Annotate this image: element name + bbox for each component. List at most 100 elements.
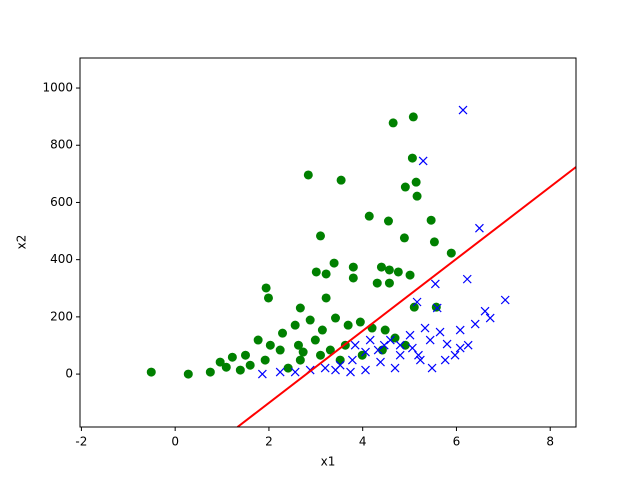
point [146,367,156,377]
point [303,170,313,180]
point [325,345,335,355]
point [257,369,267,379]
point [290,320,300,330]
point [400,340,410,350]
y-tick-label: 1000 [42,81,73,95]
point [315,231,325,241]
point [405,270,415,280]
point [420,323,430,333]
point [435,327,445,337]
point [432,303,442,313]
point [412,297,422,307]
point [315,350,325,360]
point [390,333,400,343]
point [373,345,383,355]
point [409,302,419,312]
point [458,105,468,115]
point [235,365,245,375]
point [388,118,398,128]
point [383,216,393,226]
point [376,262,386,272]
point [278,328,288,338]
point [500,295,510,305]
point [275,367,285,377]
point [293,340,303,350]
point [427,363,437,373]
point [221,362,231,372]
point [376,357,385,367]
point [265,340,275,350]
point [365,335,375,345]
point [429,237,439,247]
x-tick-label: 6 [453,435,461,449]
point [183,369,193,379]
point [321,269,331,279]
y-axis-label: x2 [15,235,29,250]
x-tick-label: 0 [171,435,179,449]
point [320,363,330,373]
point [311,267,321,277]
point [321,293,331,303]
point [450,350,460,360]
point [425,335,435,345]
point [364,211,374,221]
x-tick-label: -2 [75,435,87,449]
point [415,355,425,365]
y-tick-label: 400 [50,252,73,266]
point [261,283,271,293]
point [361,347,370,357]
point [430,279,440,289]
point [395,350,405,360]
point [480,306,490,316]
point [215,357,225,367]
y-tick-label: 800 [50,138,73,152]
x-tick-label: 4 [359,435,367,449]
x-axis-label: x1 [321,455,336,469]
point [407,153,417,163]
point [399,233,409,243]
point [205,367,215,377]
point [400,182,410,192]
point [317,325,327,335]
point [395,340,405,350]
point [385,335,395,345]
point [348,262,358,272]
point [393,267,403,277]
point [442,339,452,349]
point [350,340,360,350]
y-tick-label: 200 [50,309,73,323]
point [240,350,250,360]
point [414,350,423,360]
point [455,343,465,353]
point [475,223,484,233]
point [485,313,495,323]
point [263,293,273,303]
point [440,355,450,365]
point [355,317,365,327]
point [310,335,320,345]
point [295,355,305,365]
point [379,340,389,350]
point [426,215,436,225]
point [418,156,428,166]
plot-frame [79,57,577,428]
point [260,355,270,365]
point [283,363,293,373]
point [331,313,341,323]
point [253,335,263,345]
point [343,320,353,330]
point [347,355,357,365]
point [361,365,370,375]
point [348,273,358,283]
point [336,175,346,185]
point [405,330,415,340]
point [275,345,285,355]
y-tick-label: 0 [65,367,73,381]
point [462,274,472,284]
point [384,278,394,288]
point [329,258,339,268]
point [412,191,422,201]
point [372,278,382,288]
fit-line [236,166,576,427]
